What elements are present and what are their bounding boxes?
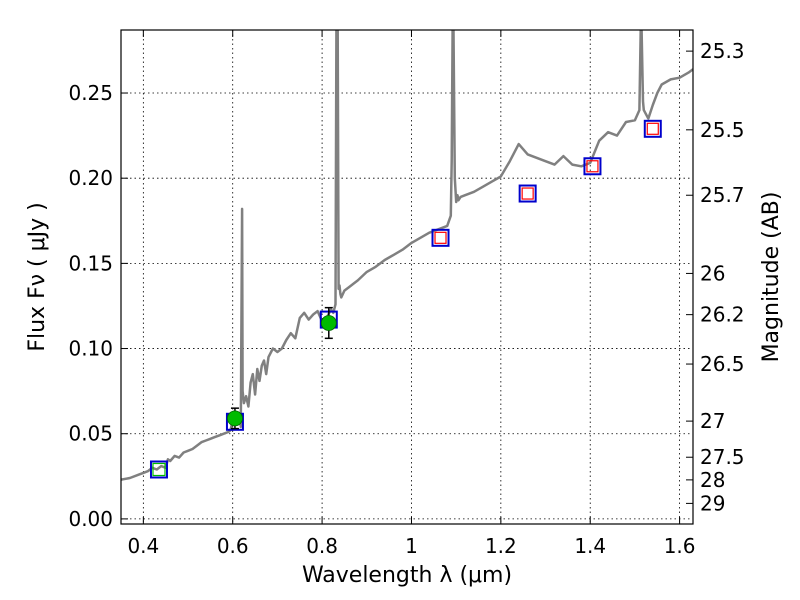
red-square-marker bbox=[646, 122, 659, 135]
green-square-marker bbox=[152, 462, 166, 477]
axis-ticks: 0.4 0.6 0.8 1 1.2 1.4 1.6 0.00 0.05 0.10 0.15 0.20 0… bbox=[68, 30, 745, 558]
x-tick-label: 1.2 bbox=[485, 534, 517, 558]
y2-axis-label: Magnitude (AB) bbox=[759, 192, 784, 363]
y-tick-label: 0.20 bbox=[68, 166, 113, 190]
plot-frame bbox=[120, 29, 694, 525]
y-tick-label: 0.15 bbox=[68, 251, 113, 275]
x-tick-label: 0.8 bbox=[306, 534, 338, 558]
x-tick-label: 1.6 bbox=[664, 534, 696, 558]
x-tick-label: 0.4 bbox=[127, 534, 159, 558]
spectrum-line bbox=[121, 30, 693, 481]
y2-tick-label: 26 bbox=[700, 261, 725, 285]
blue-square-marker bbox=[149, 460, 168, 479]
blue-square-marker bbox=[431, 228, 450, 247]
y2-tick-label: 26.5 bbox=[700, 352, 745, 376]
y2-tick-label: 29 bbox=[700, 491, 725, 515]
x-tick-label: 0.6 bbox=[217, 534, 249, 558]
y2-tick-label: 26.2 bbox=[700, 303, 745, 327]
blue-square-marker bbox=[518, 184, 537, 203]
marker-layer bbox=[149, 119, 662, 479]
y-tick-label: 0.25 bbox=[68, 81, 113, 105]
green-circle-marker bbox=[320, 315, 337, 331]
x-tick-label: 1.4 bbox=[574, 534, 606, 558]
grid-lines bbox=[121, 30, 693, 524]
y2-tick-label: 25.3 bbox=[700, 39, 745, 63]
y2-tick-label: 25.7 bbox=[700, 183, 745, 207]
y2-tick-label: 27.5 bbox=[700, 445, 745, 469]
red-square-marker bbox=[434, 231, 447, 244]
x-axis-label: Wavelength λ (μm) bbox=[302, 563, 512, 588]
blue-square-marker bbox=[583, 157, 602, 176]
y-axis-label: Flux Fν ( μJy ) bbox=[25, 202, 50, 351]
y2-tick-label: 28 bbox=[700, 468, 725, 492]
green-circle-marker bbox=[227, 410, 243, 427]
red-square-marker bbox=[586, 160, 599, 173]
y2-tick-label: 27 bbox=[700, 409, 725, 433]
spectrum-layer bbox=[121, 30, 693, 481]
x-tick-label: 1 bbox=[405, 534, 418, 558]
blue-square-marker bbox=[643, 119, 662, 138]
y-tick-label: 0.00 bbox=[68, 507, 113, 531]
y2-tick-label: 25.5 bbox=[700, 118, 745, 142]
y-tick-label: 0.05 bbox=[68, 422, 113, 446]
red-square-marker bbox=[521, 187, 534, 200]
y-tick-label: 0.10 bbox=[68, 337, 113, 361]
